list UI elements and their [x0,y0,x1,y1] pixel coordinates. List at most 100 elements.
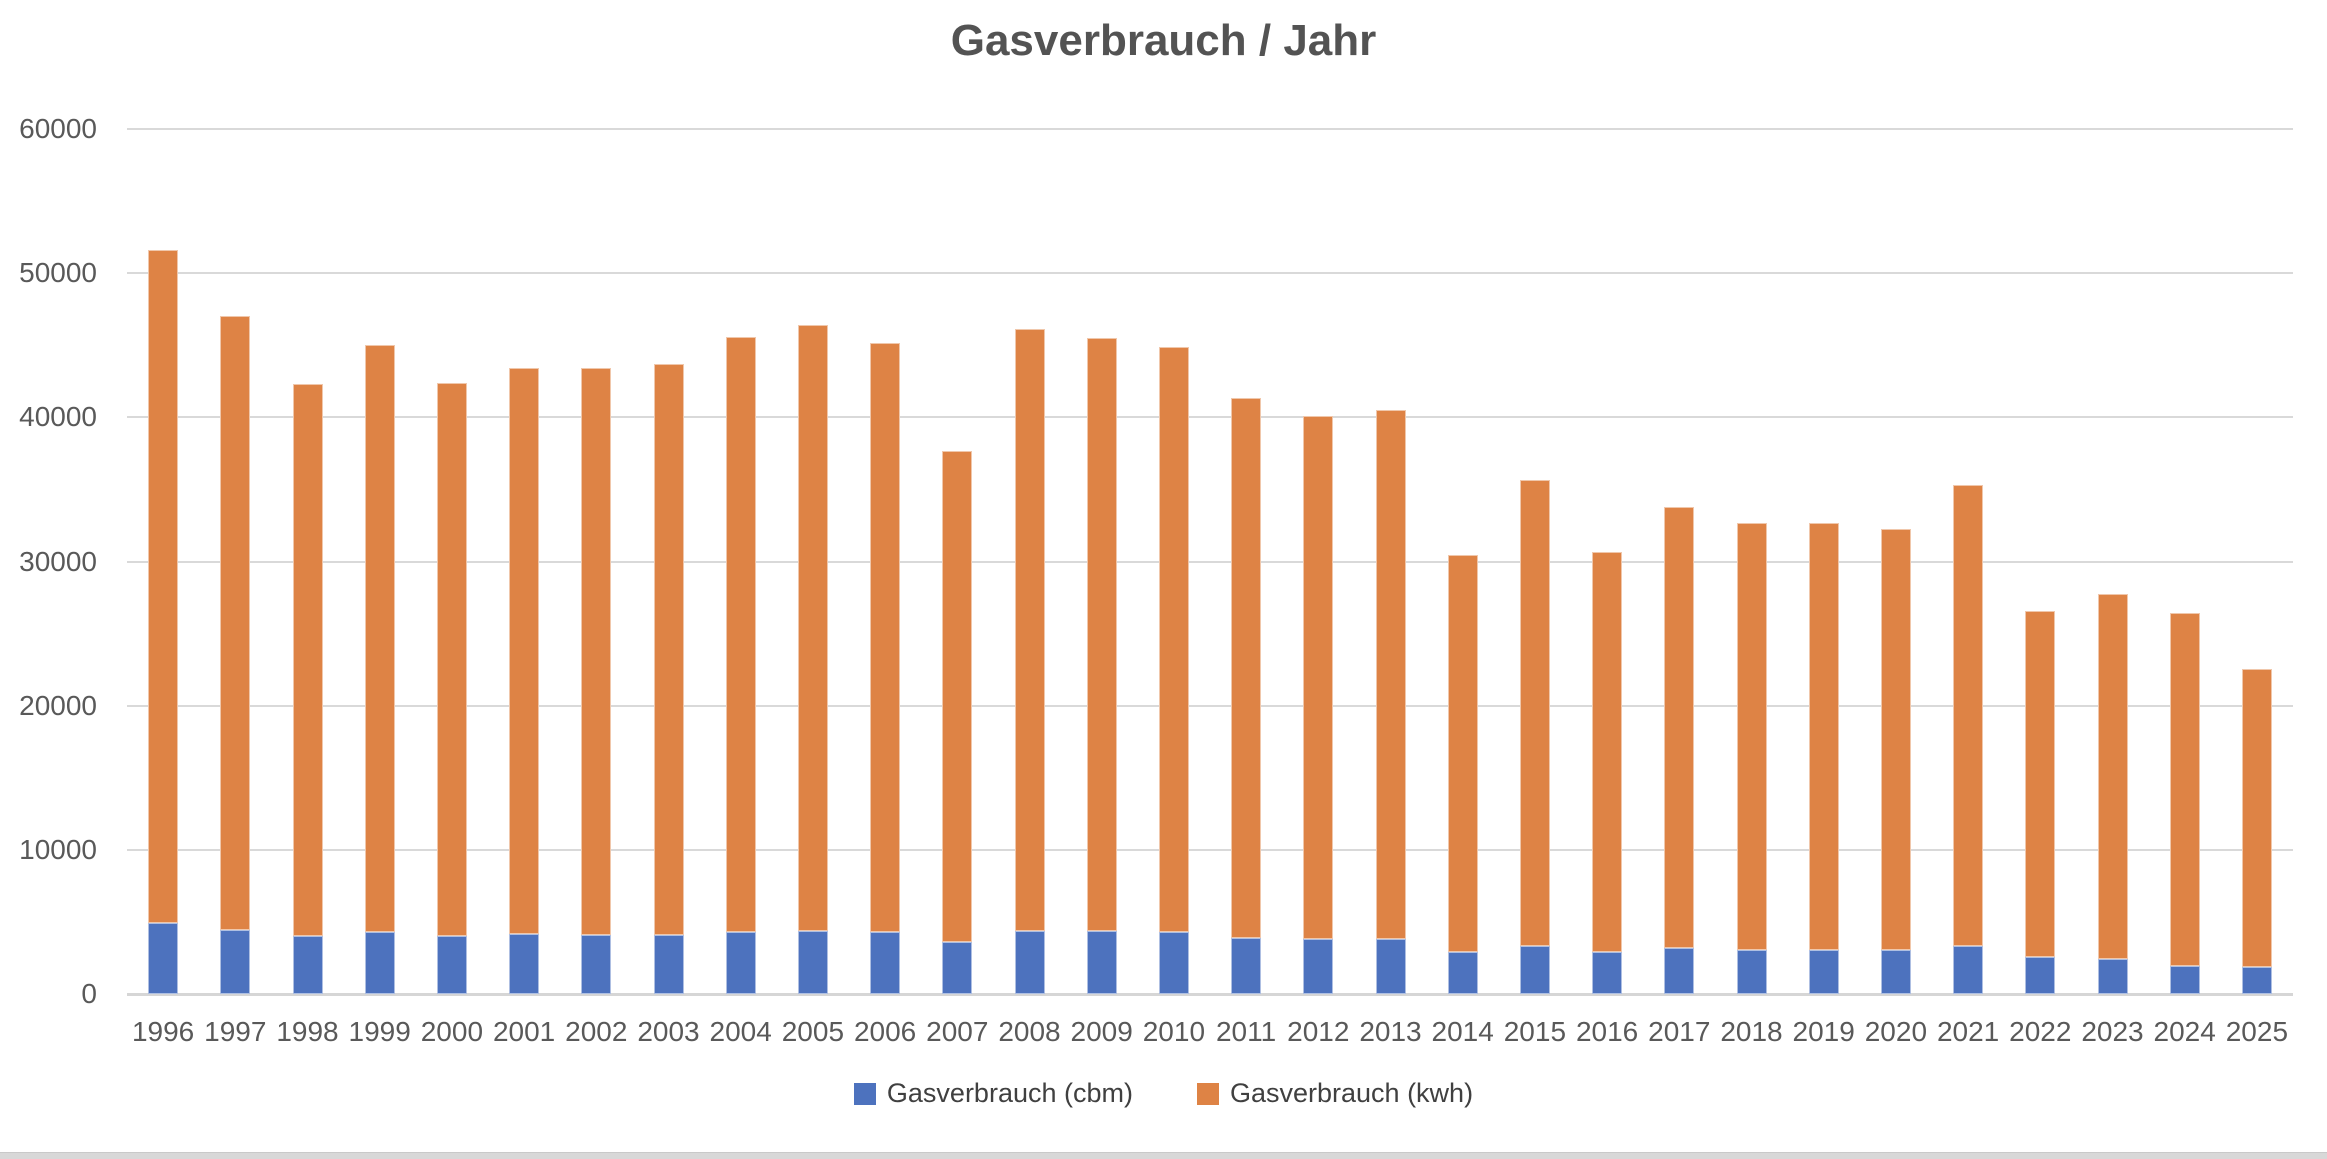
x-axis-label-2012: 2012 [1287,1016,1350,1047]
y-axis-tick-label-0: 0 [81,978,97,1009]
x-axis-label-2005: 2005 [781,1016,845,1047]
bar-2002-cbm-segment[interactable] [581,934,612,994]
bar-1997-cbm-segment[interactable] [220,929,251,994]
gridline-40000 [127,416,2293,419]
bar-2010-cbm-segment[interactable] [1158,932,1189,994]
bar-2016-kwh-segment[interactable] [1592,552,1623,953]
bar-2017-kwh-segment[interactable] [1664,507,1695,948]
bar-2013-cbm-segment[interactable] [1375,938,1406,994]
x-axis-label-1996: 1996 [131,1016,195,1047]
bar-2013-kwh-segment[interactable] [1375,410,1406,939]
bar-2023-kwh-segment[interactable] [2097,593,2128,960]
x-axis-label-2016: 2016 [1575,1016,1639,1047]
bar-2001-kwh-segment[interactable] [509,368,540,935]
bar-2021-kwh-segment[interactable] [1953,485,1984,946]
x-axis-label-2013: 2013 [1359,1016,1422,1047]
bar-2023-cbm-segment[interactable] [2097,959,2128,994]
bar-1998-cbm-segment[interactable] [292,936,323,994]
bar-2014-kwh-segment[interactable] [1447,555,1478,953]
bar-2024-cbm-segment[interactable] [2169,965,2200,994]
bar-1996-kwh-segment[interactable] [148,250,179,924]
bar-2009-cbm-segment[interactable] [1086,931,1117,994]
bar-2022-kwh-segment[interactable] [2025,610,2056,958]
bar-2008-cbm-segment[interactable] [1014,930,1045,994]
bar-2005-kwh-segment[interactable] [797,325,828,931]
bar-2015-kwh-segment[interactable] [1519,480,1550,946]
bar-2020-kwh-segment[interactable] [1880,529,1911,951]
bar-2018-cbm-segment[interactable] [1736,950,1767,994]
chart-title[interactable]: Gasverbrauch / Jahr [950,16,1377,65]
bar-2025-kwh-segment[interactable] [2241,668,2272,967]
y-axis-tick-label-20000: 20000 [19,689,97,721]
bar-1998-kwh-segment[interactable] [292,384,323,937]
bar-2010-kwh-segment[interactable] [1158,346,1189,933]
bar-2006-cbm-segment[interactable] [870,932,901,994]
bar-2011-kwh-segment[interactable] [1231,397,1262,938]
bar-2007-cbm-segment[interactable] [942,942,973,994]
bar-1999-kwh-segment[interactable] [364,345,395,933]
x-axis-label-2015: 2015 [1503,1016,1567,1047]
bar-2003-kwh-segment[interactable] [653,364,684,935]
bar-2003-cbm-segment[interactable] [653,934,684,994]
bar-2017-cbm-segment[interactable] [1664,947,1695,994]
bar-2018-kwh-segment[interactable] [1736,523,1767,951]
x-axis-label-2006: 2006 [853,1016,917,1047]
bar-2001-cbm-segment[interactable] [509,934,540,994]
x-axis-label-2024: 2024 [2153,1016,2216,1047]
bar-2019-cbm-segment[interactable] [1808,950,1839,994]
legend-item-kwh[interactable]: Gasverbrauch (kwh) [1196,1078,1474,1108]
y-axis-tick-label-30000: 30000 [19,545,97,577]
y-axis-tick-label-40000: 40000 [19,401,97,433]
x-axis-label-2003: 2003 [637,1016,700,1047]
x-axis-label-2014: 2014 [1431,1016,1494,1047]
x-axis-label-2019: 2019 [1792,1016,1855,1047]
gridline-60000 [127,128,2293,130]
bar-1996-cbm-segment[interactable] [148,923,179,994]
gridline-30000 [127,560,2293,563]
bar-2006-kwh-segment[interactable] [870,343,901,933]
bar-1997-kwh-segment[interactable] [220,316,251,930]
x-axis-label-1998: 1998 [276,1016,339,1047]
bar-2000-kwh-segment[interactable] [436,382,467,937]
bar-2014-cbm-segment[interactable] [1447,952,1478,994]
x-axis-label-2009: 2009 [1070,1016,1133,1047]
x-axis-label-2008: 2008 [998,1016,1061,1047]
bar-2007-kwh-segment[interactable] [942,450,973,943]
y-axis-tick-label-60000: 60000 [19,113,97,144]
bar-2011-cbm-segment[interactable] [1231,937,1262,994]
x-axis-label-2002: 2002 [565,1016,628,1047]
bar-2004-cbm-segment[interactable] [725,932,756,994]
bar-2012-cbm-segment[interactable] [1303,939,1334,994]
bar-2015-cbm-segment[interactable] [1519,945,1550,994]
bar-2024-kwh-segment[interactable] [2169,613,2200,966]
bar-2016-cbm-segment[interactable] [1592,952,1623,994]
bar-2025-cbm-segment[interactable] [2241,966,2272,994]
plot-area [127,128,2293,996]
bar-2005-cbm-segment[interactable] [797,930,828,994]
x-axis-line [127,993,2293,996]
bar-2012-kwh-segment[interactable] [1303,415,1334,940]
bar-2008-kwh-segment[interactable] [1014,328,1045,931]
bar-2019-kwh-segment[interactable] [1808,523,1839,951]
legend-swatch-kwh-icon [1196,1082,1219,1105]
x-axis-label-2018: 2018 [1720,1016,1783,1047]
x-axis-label-2011: 2011 [1215,1016,1277,1047]
legend-label-kwh: Gasverbrauch (kwh) [1229,1078,1474,1108]
gridline-20000 [127,704,2293,707]
bar-2000-cbm-segment[interactable] [436,936,467,994]
bar-2002-kwh-segment[interactable] [581,368,612,935]
legend-label-cbm: Gasverbrauch (cbm) [886,1078,1133,1108]
bar-2021-cbm-segment[interactable] [1953,945,1984,994]
bar-2009-kwh-segment[interactable] [1086,338,1117,932]
bar-2004-kwh-segment[interactable] [725,337,756,933]
legend-swatch-cbm-icon [853,1082,876,1105]
y-axis-tick-label-10000: 10000 [19,833,97,865]
y-axis-tick-label-50000: 50000 [19,257,97,289]
legend-item-cbm[interactable]: Gasverbrauch (cbm) [853,1078,1133,1108]
bar-2020-cbm-segment[interactable] [1880,950,1911,994]
x-axis-label-2025: 2025 [2225,1016,2289,1047]
bar-1999-cbm-segment[interactable] [364,932,395,994]
x-axis-label-1997: 1997 [204,1016,267,1047]
bar-2022-cbm-segment[interactable] [2025,957,2056,994]
